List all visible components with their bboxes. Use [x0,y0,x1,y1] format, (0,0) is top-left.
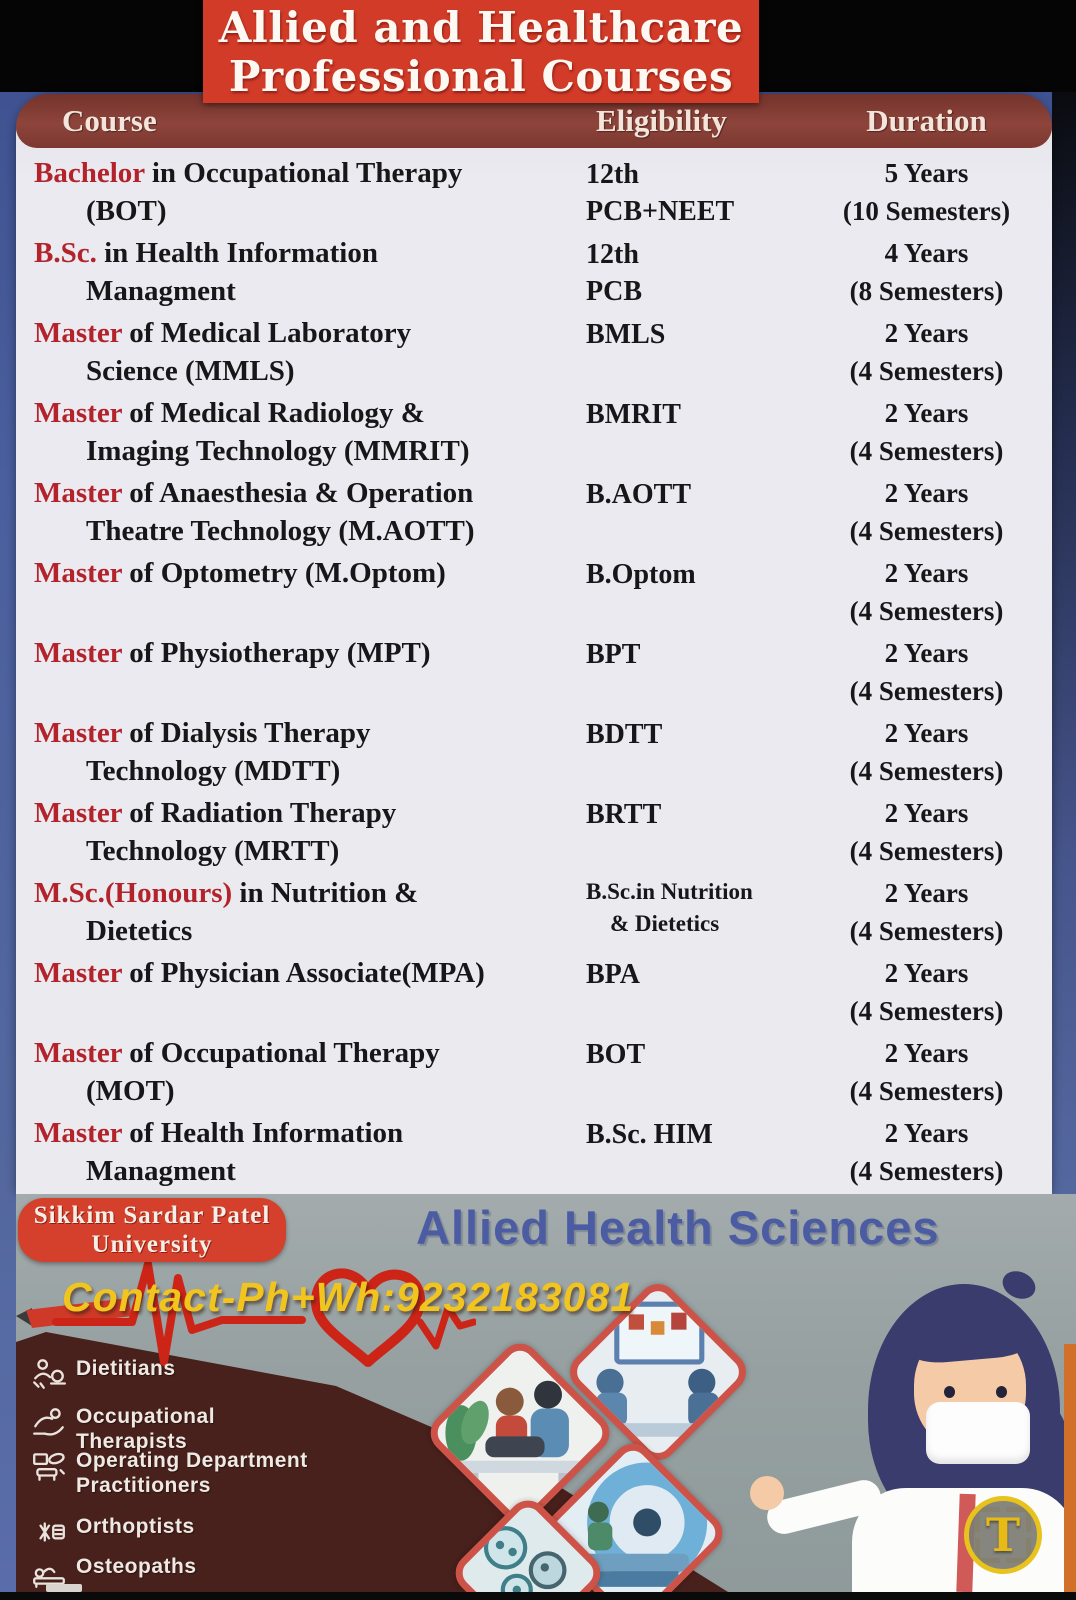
eligibility-cell: BRTT [586,799,662,830]
course-cell: M.Sc.(Honours) in Nutrition & Dietetics [34,877,419,947]
doctor-eye-right [996,1386,1007,1398]
t-letter-icon: T [964,1496,1042,1574]
duration-cell: 2 Years (4 Semesters) [849,398,1004,466]
duration-cell: 2 Years (4 Semesters) [849,638,1004,706]
duration-cell: 4 Years (8 Semesters) [849,238,1004,306]
eligibility-cell: BDTT [586,719,663,750]
duration-cell: 2 Years (4 Semesters) [849,1118,1004,1186]
doctor-illustration [750,1266,1076,1592]
university-name-line1: Sikkim Sardar Patel [33,1202,271,1229]
eligibility-cell: 12th PCB [586,239,642,307]
contact-phone: Contact-Ph+Wh:9232183081 [62,1274,635,1320]
table-row: Bachelor in Occupational Therapy (BOT) 1… [16,148,1052,228]
course-cell: Master of Medical Laboratory Science (MM… [34,317,412,387]
partial-profession-icon [46,1584,82,1592]
table-row: Master of Medical Radiology & Imaging Te… [16,388,1052,468]
course-cell: Master of Health Information Managment [34,1117,404,1187]
duration-cell: 2 Years (4 Semesters) [849,878,1004,946]
doctor-face-mask [926,1402,1030,1464]
table-row: Master of Dialysis Therapy Technology (M… [16,708,1052,788]
table-row: Master of Physician Associate(MPA) BPA 2… [16,948,1052,1028]
course-cell: B.Sc. in Health Information Managment [34,237,378,307]
table-row: B.Sc. in Health Information Managment 12… [16,228,1052,308]
right-edge-strip [1052,92,1076,1194]
eligibility-cell: 12th PCB+NEET [586,159,735,227]
eligibility-cell: B.Sc.in Nutrition & Dietetics [586,879,753,936]
table-row: M.Sc.(Honours) in Nutrition & Dietetics … [16,868,1052,948]
course-cell: Master of Optometry (M.Optom) [34,557,446,589]
table-row: Master of Health Information Managment B… [16,1108,1052,1188]
bottom-black-bar [0,1592,1076,1600]
eligibility-cell: BPT [586,639,641,670]
occupational-therapist-icon [30,1404,76,1444]
courses-table: Course Eligibility Duration Bachelor in … [16,94,1052,1194]
eligibility-cell: B.Sc. HIM [586,1119,713,1150]
table-header-row: Course Eligibility Duration [16,94,1052,148]
duration-cell: 2 Years (4 Semesters) [849,558,1004,626]
course-cell: Master of Medical Radiology & Imaging Te… [34,397,470,467]
university-name-line2: University [91,1231,213,1258]
duration-cell: 2 Years (4 Semesters) [849,718,1004,786]
course-cell: Bachelor in Occupational Therapy (BOT) [34,157,463,227]
eligibility-cell: BMLS [586,319,666,350]
eligibility-cell: BOT [586,1039,646,1070]
poster-title-line1: Allied and Healthcare [218,2,744,52]
physiotherapy-illustration [422,1335,618,1531]
cells-microscopy-illustration [447,1492,609,1592]
program-title: Allied Health Sciences [416,1201,940,1254]
orthoptist-icon [30,1514,76,1554]
header-eligibility: Eligibility [596,103,727,138]
eligibility-cell: BMRIT [586,399,681,430]
eligibility-cell: B.Optom [586,559,696,590]
dietitian-icon [30,1356,76,1396]
ecg-heart-graphic [16,1260,476,1367]
duration-cell: 5 Years (10 Semesters) [842,158,1011,226]
duration-cell: 2 Years (4 Semesters) [849,318,1004,386]
poster-title: Allied and Healthcare Professional Cours… [203,0,759,103]
table-body: Bachelor in Occupational Therapy (BOT) 1… [16,148,1052,1188]
table-row: Master of Radiation Therapy Technology (… [16,788,1052,868]
profession-item: Dietitians [30,1356,176,1396]
course-cell: Master of Physician Associate(MPA) [34,957,485,989]
university-badge: Sikkim Sardar Patel University [18,1198,286,1262]
course-cell: Master of Anaesthesia & Operation Theatr… [34,477,475,547]
duration-cell: 2 Years (4 Semesters) [849,1038,1004,1106]
course-cell: Master of Dialysis Therapy Technology (M… [34,717,371,787]
radiology-room-illustration [561,1275,755,1469]
profession-item: Operating Department Practitioners [30,1448,316,1498]
header-duration: Duration [866,103,987,138]
table-row: Master of Optometry (M.Optom) B.Optom 2 … [16,548,1052,628]
operating-department-icon [30,1448,76,1488]
profession-item: Orthoptists [30,1514,195,1554]
course-cell: Master of Occupational Therapy (MOT) [34,1037,440,1107]
translate-watermark: T [955,1487,1051,1583]
table-row: Master of Occupational Therapy (MOT) BOT… [16,1028,1052,1108]
eligibility-cell: BPA [586,959,640,990]
eligibility-cell: B.AOTT [586,479,692,510]
table-row: Master of Medical Laboratory Science (MM… [16,308,1052,388]
course-cell: Master of Radiation Therapy Technology (… [34,797,397,867]
orange-edge-strip [1064,1344,1076,1592]
table-row: Master of Anaesthesia & Operation Theatr… [16,468,1052,548]
profession-item: Occupational Therapists [30,1404,316,1454]
header-course: Course [62,103,157,138]
footer-section: Sikkim Sardar Patel University Allied He… [16,1194,1076,1592]
table-row: Master of Physiotherapy (MPT) BPT 2 Year… [16,628,1052,708]
duration-cell: 2 Years (4 Semesters) [849,478,1004,546]
course-cell: Master of Physiotherapy (MPT) [34,637,431,669]
doctor-hand [750,1476,784,1510]
duration-cell: 2 Years (4 Semesters) [849,798,1004,866]
doctor-eye-left [944,1386,955,1398]
duration-cell: 2 Years (4 Semesters) [849,958,1004,1026]
poster-title-line2: Professional Courses [228,51,734,101]
